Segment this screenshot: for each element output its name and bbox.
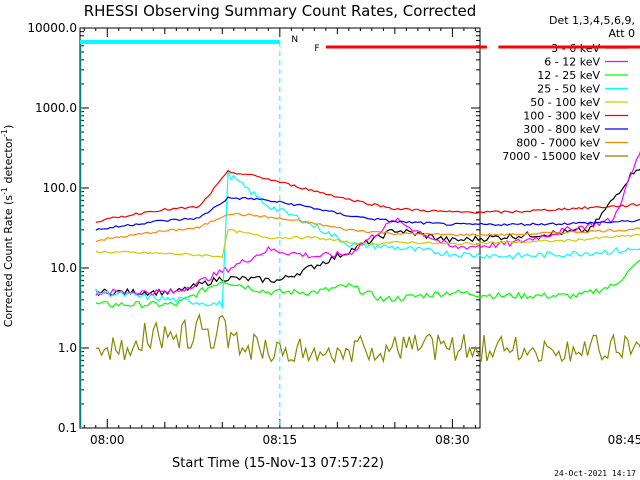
y-tick-label: 1000.0: [35, 101, 77, 115]
y-tick-label: 10.0: [50, 261, 77, 275]
series-line-5: [95, 228, 640, 259]
legend-label-3: 12 - 25 keV: [537, 69, 600, 82]
x-tick-label: 08:00: [90, 433, 125, 447]
x-tick-label: 08:30: [435, 433, 470, 447]
chart-title: RHESSI Observing Summary Count Rates, Co…: [84, 2, 477, 20]
legend-label-7: 300 - 800 keV: [523, 123, 600, 136]
legend-label-4: 25 - 50 keV: [537, 83, 600, 96]
legend: Det 1,3,4,5,6,9, Att 0 3 - 6 keV6 - 12 k…: [502, 14, 635, 163]
series-line-7: [95, 196, 640, 231]
flag-label-n: N: [291, 35, 298, 45]
y-tick-label: 1.0: [58, 341, 77, 355]
series-line-1: [95, 168, 640, 297]
y-tick-label: 10000.0: [27, 21, 77, 35]
series-line-9: [95, 312, 640, 364]
footer-timestamp: 24-Oct-2021 14:17: [554, 469, 636, 478]
series-line-3: [95, 259, 640, 309]
flag-label-f: F: [314, 44, 319, 54]
legend-label-9: 7000 - 15000 keV: [502, 150, 600, 163]
series-line-6: [95, 169, 640, 223]
y-axis-label: Corrected Count Rate (s-1 detector-1): [0, 125, 15, 328]
x-tick-label: 08:45: [608, 433, 640, 447]
x-axis-label: Start Time (15-Nov-13 07:57:22): [172, 456, 384, 471]
series-line-4: [95, 170, 640, 310]
legend-label-6: 100 - 300 keV: [523, 110, 600, 123]
legend-title-line-1: Det 1,3,4,5,6,9,: [549, 14, 635, 27]
legend-title-line-2: Att 0: [609, 27, 635, 40]
y-tick-label: 100.0: [43, 181, 77, 195]
legend-label-8: 800 - 7000 keV: [516, 137, 600, 150]
legend-label-5: 50 - 100 keV: [530, 96, 600, 109]
x-tick-label: 08:15: [263, 433, 298, 447]
y-tick-label: 0.1: [58, 421, 77, 435]
series-line-2: [95, 151, 640, 297]
svg-text:Corrected Count Rate (s-1 dete: Corrected Count Rate (s-1 detector-1): [0, 125, 15, 328]
series-line-8: [95, 212, 640, 243]
legend-label-2: 6 - 12 keV: [544, 56, 600, 69]
